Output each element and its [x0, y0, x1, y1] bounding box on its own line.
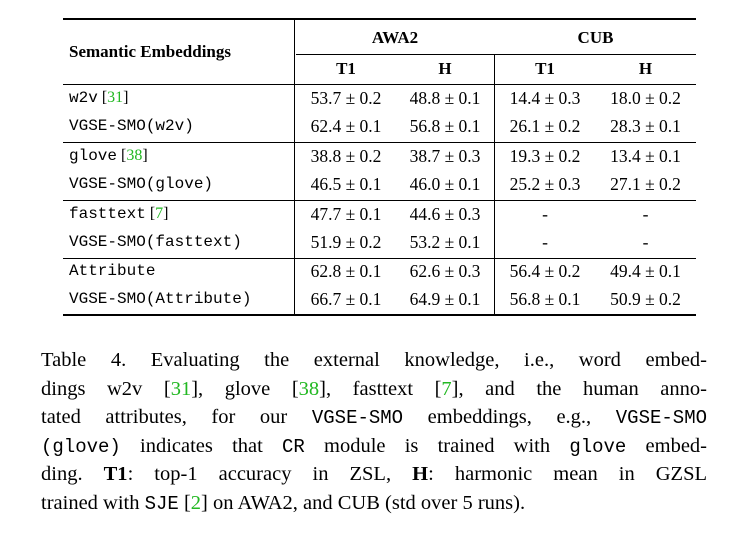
- table-cell: 28.3 ± 0.1: [610, 116, 681, 136]
- caption-text: ] on AWA2, and CUB (std over 5 runs).: [201, 491, 526, 514]
- caption-line: dings w2v [31], glove [38], fasttext [7]…: [41, 375, 707, 404]
- row-label: fasttext [7]: [69, 205, 169, 223]
- caption-text: ], and the human anno-: [451, 377, 707, 400]
- table-caption: Table 4. Evaluating the external knowled…: [41, 346, 707, 517]
- caption-text: tated attributes, for our: [41, 406, 312, 428]
- caption-code: VGSE-SMO: [615, 407, 707, 429]
- caption-code: glove: [569, 435, 627, 458]
- row-label: VGSE-SMO(Attribute): [69, 290, 252, 308]
- table-bottom-rule: [63, 314, 696, 316]
- caption-text: Table 4. Evaluating the external knowled…: [41, 349, 707, 371]
- caption-text: indicates that: [120, 434, 283, 457]
- table-cell: 53.7 ± 0.2: [310, 88, 382, 108]
- table-cell: 25.2 ± 0.3: [509, 174, 581, 194]
- table-cell: -: [542, 204, 548, 224]
- table-top-rule: [63, 18, 696, 20]
- caption-text: ding.: [41, 463, 104, 485]
- block-rule-3: [63, 258, 696, 259]
- table-cell: 27.1 ± 0.2: [610, 174, 681, 194]
- citation-link[interactable]: 7: [155, 205, 164, 222]
- table-cell: 56.8 ± 0.1: [509, 289, 581, 309]
- awa2-h-header: H: [438, 59, 452, 78]
- table-cell: 56.4 ± 0.2: [509, 261, 581, 281]
- cub-h-header: H: [638, 59, 653, 78]
- header-bottom-rule: [63, 84, 696, 85]
- table-cell: -: [642, 204, 649, 224]
- caption-text: embed-: [626, 434, 707, 457]
- block-rule-2: [63, 200, 696, 201]
- table-cell: 26.1 ± 0.2: [509, 116, 581, 136]
- table-cell: 14.4 ± 0.3: [509, 88, 581, 108]
- table-cell: 53.2 ± 0.1: [409, 232, 481, 252]
- table-cell: 38.8 ± 0.2: [310, 146, 382, 166]
- row-label: Attribute: [69, 262, 156, 280]
- row-label: VGSE-SMO(glove): [69, 175, 214, 193]
- citation-link[interactable]: 7: [441, 377, 452, 400]
- caption-code: CR: [282, 435, 305, 458]
- caption-text: trained with: [41, 491, 145, 514]
- citation-link[interactable]: 2: [190, 491, 202, 514]
- citation-link[interactable]: 38: [298, 377, 320, 400]
- caption-text: : top-1 accuracy in ZSL,: [127, 463, 413, 485]
- table-cell: -: [642, 232, 649, 252]
- table-cell: 64.9 ± 0.1: [409, 289, 481, 309]
- caption-text: ], glove [: [191, 377, 299, 400]
- caption-code: SJE: [144, 492, 179, 515]
- table-cell: 19.3 ± 0.2: [509, 146, 581, 166]
- caption-text: module is trained with: [304, 434, 570, 457]
- caption-line: trained with SJE [2] on AWA2, and CUB (s…: [41, 489, 707, 518]
- results-table: Semantic Embeddings AWA2 CUB T1 H T1 H w…: [63, 18, 696, 316]
- citation-link[interactable]: 31: [170, 377, 192, 400]
- awa2-t1-header: T1: [336, 59, 356, 78]
- caption-bold: T1: [103, 463, 128, 485]
- table-cell: 47.7 ± 0.1: [310, 204, 382, 224]
- table-cell: 48.8 ± 0.1: [409, 88, 481, 108]
- table-cell: 18.0 ± 0.2: [610, 88, 681, 108]
- table-cell: 51.9 ± 0.2: [310, 232, 382, 252]
- table-cell: 66.7 ± 0.1: [310, 289, 382, 309]
- caption-text: ], fasttext [: [319, 377, 442, 400]
- caption-text: [: [178, 491, 191, 514]
- table-cell: 46.5 ± 0.1: [310, 174, 382, 194]
- table-cell: 46.0 ± 0.1: [409, 174, 481, 194]
- caption-line: ding. T1: top-1 accuracy in ZSL, H: harm…: [41, 460, 707, 489]
- caption-code: VGSE-SMO: [311, 407, 404, 429]
- table-cell: 49.4 ± 0.1: [610, 261, 681, 281]
- caption-bold: H: [412, 463, 429, 485]
- caption-text: dings w2v [: [41, 377, 171, 400]
- citation-link[interactable]: 38: [126, 147, 143, 164]
- table-cell: 44.6 ± 0.3: [409, 204, 481, 224]
- row-label: w2v [31]: [69, 89, 129, 107]
- table-cell: 62.4 ± 0.1: [310, 116, 382, 136]
- cub-header: CUB: [577, 28, 614, 47]
- semantic-embeddings-header: Semantic Embeddings: [69, 42, 231, 61]
- row-label: VGSE-SMO(w2v): [69, 117, 194, 135]
- vertical-rule-datasets: [494, 55, 495, 316]
- block-rule-1: [63, 142, 696, 143]
- caption-line: (glove) indicates that CR module is trai…: [41, 432, 707, 461]
- row-name: w2v: [69, 89, 98, 107]
- group-header-rule: [296, 54, 696, 55]
- table-cell: 56.8 ± 0.1: [409, 116, 481, 136]
- table-cell: 62.8 ± 0.1: [310, 261, 382, 281]
- caption-code: (glove): [41, 435, 121, 458]
- awa2-header: AWA2: [371, 28, 419, 47]
- row-label: VGSE-SMO(fasttext): [69, 233, 242, 251]
- caption-line: tated attributes, for our VGSE-SMO embed…: [41, 403, 707, 432]
- table-cell: 38.7 ± 0.3: [409, 146, 481, 166]
- table-cell: -: [542, 232, 548, 252]
- row-name: fasttext: [69, 205, 146, 223]
- vertical-rule-label: [294, 18, 295, 316]
- table-cell: 62.6 ± 0.3: [409, 261, 481, 281]
- caption-line: Table 4. Evaluating the external knowled…: [41, 346, 707, 375]
- table-cell: 13.4 ± 0.1: [610, 146, 681, 166]
- caption-text: : harmonic mean in GZSL: [428, 463, 707, 485]
- row-label: glove [38]: [69, 147, 148, 165]
- cub-t1-header: T1: [535, 59, 555, 78]
- table-cell: 50.9 ± 0.2: [610, 289, 681, 309]
- caption-text: embeddings, e.g.,: [403, 406, 616, 428]
- row-name: glove: [69, 147, 118, 165]
- citation-link[interactable]: 31: [107, 89, 124, 106]
